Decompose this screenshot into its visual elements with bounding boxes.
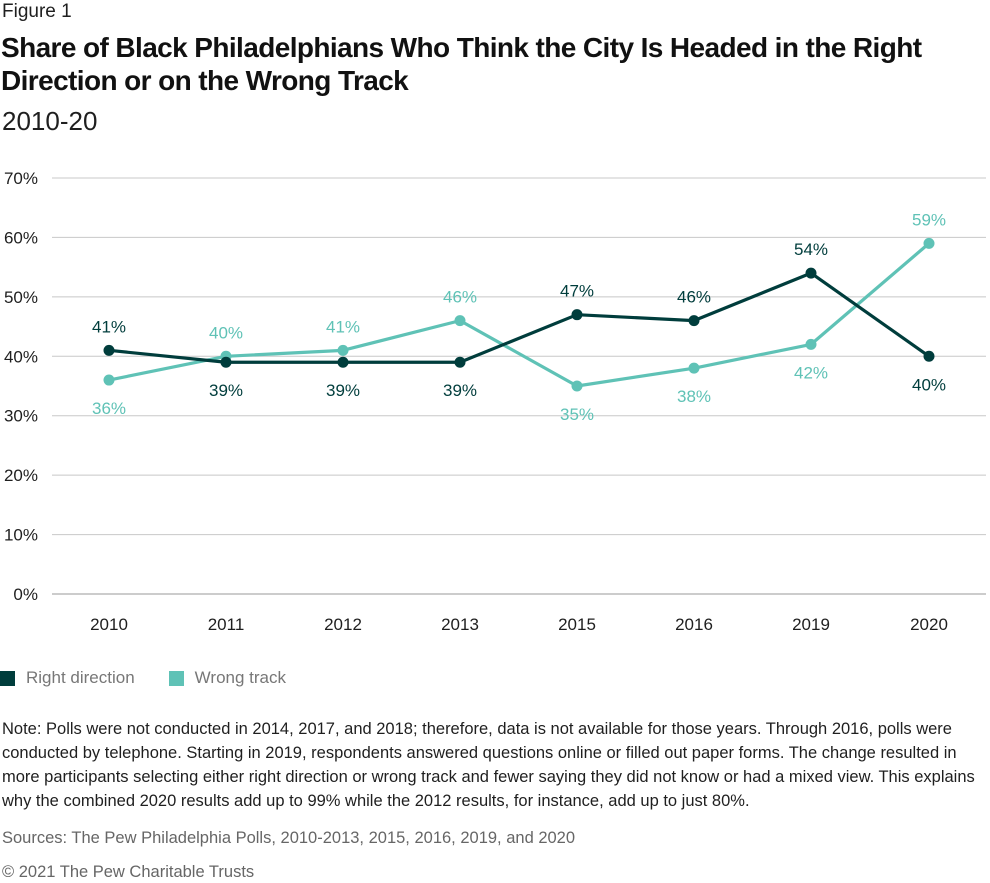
- y-tick-label: 20%: [4, 466, 38, 485]
- data-point-right-direction: [454, 356, 466, 368]
- data-point-right-direction: [220, 356, 232, 368]
- data-label-right-direction: 54%: [794, 240, 828, 259]
- data-point-right-direction: [923, 350, 935, 362]
- chart-note: Note: Polls were not conducted in 2014, …: [2, 720, 975, 810]
- data-point-wrong-track: [454, 315, 466, 327]
- chart-title: Share of Black Philadelphians Who Think …: [1, 32, 922, 96]
- y-tick-label: 60%: [4, 228, 38, 247]
- y-tick-label: 50%: [4, 288, 38, 307]
- x-tick-label: 2015: [558, 615, 596, 634]
- data-label-right-direction: 47%: [560, 282, 594, 301]
- y-tick-label: 10%: [4, 526, 38, 545]
- data-point-right-direction: [805, 267, 817, 279]
- x-tick-label: 2013: [441, 615, 479, 634]
- data-labels: 36% 40% 41% 46% 35% 38% 42% 59% 41% 39% 39% 39% 47% 4…: [92, 210, 946, 424]
- line-chart: 0% 10% 20% 30% 40% 50% 60% 70% 2010 2011 2012 2013…: [4, 169, 986, 634]
- y-tick-label: 0%: [13, 585, 38, 604]
- data-point-wrong-track: [805, 338, 817, 350]
- data-point-right-direction: [571, 309, 583, 321]
- data-label-right-direction: 41%: [92, 317, 126, 336]
- data-label-wrong-track: 46%: [443, 288, 477, 307]
- legend-label-right-direction: Right direction: [26, 668, 135, 687]
- data-label-right-direction: 46%: [677, 288, 711, 307]
- data-point-right-direction: [688, 315, 700, 327]
- y-tick-label: 40%: [4, 347, 38, 366]
- data-point-wrong-track: [571, 380, 583, 392]
- series-line-wrong-track: [108, 242, 931, 388]
- data-label-wrong-track: 35%: [560, 405, 594, 424]
- data-label-right-direction: 39%: [326, 381, 360, 400]
- y-tick-label: 70%: [4, 169, 38, 188]
- data-label-right-direction: 40%: [912, 375, 946, 394]
- data-point-right-direction: [337, 356, 349, 368]
- data-label-wrong-track: 38%: [677, 387, 711, 406]
- data-label-right-direction: 39%: [209, 381, 243, 400]
- copyright: © 2021 The Pew Charitable Trusts: [2, 863, 255, 881]
- chart-subtitle: 2010-20: [2, 106, 98, 136]
- x-tick-label: 2016: [675, 615, 713, 634]
- x-tick-label: 2012: [324, 615, 362, 634]
- data-point-wrong-track: [337, 344, 349, 356]
- data-label-wrong-track: 41%: [326, 317, 360, 336]
- data-point-right-direction: [103, 344, 115, 356]
- data-label-wrong-track: 40%: [209, 323, 243, 342]
- legend-label-wrong-track: Wrong track: [194, 668, 286, 687]
- series-line-right-direction: [108, 271, 930, 364]
- data-point-wrong-track: [688, 362, 700, 374]
- figure-label: Figure 1: [2, 1, 72, 22]
- legend-item-wrong-track: Wrong track: [168, 668, 286, 688]
- chart-sources: Sources: The Pew Philadelphia Polls, 201…: [2, 829, 576, 847]
- data-label-wrong-track: 36%: [92, 399, 126, 418]
- x-tick-label: 2011: [208, 615, 245, 634]
- series-points: [103, 237, 935, 392]
- x-tick-label: 2020: [910, 615, 948, 634]
- x-tick-label: 2010: [90, 615, 128, 634]
- data-point-wrong-track: [103, 374, 115, 386]
- y-tick-label: 30%: [4, 407, 38, 426]
- x-axis-ticks: 2010 2011 2012 2013 2015 2016 2019 2020: [90, 615, 948, 634]
- data-label-wrong-track: 42%: [794, 363, 828, 382]
- gridlines: [52, 177, 986, 595]
- data-label-right-direction: 39%: [443, 381, 477, 400]
- series-lines: [108, 242, 931, 388]
- legend-swatch-wrong-track: [168, 670, 184, 686]
- x-tick-label: 2019: [792, 615, 830, 634]
- legend: Right direction Wrong track: [0, 668, 320, 688]
- data-label-wrong-track: 59%: [912, 210, 946, 229]
- legend-swatch-right-direction: [0, 670, 15, 686]
- legend-item-right-direction: Right direction: [0, 668, 135, 688]
- data-point-wrong-track: [923, 237, 935, 249]
- y-axis-ticks: 0% 10% 20% 30% 40% 50% 60% 70%: [4, 169, 38, 604]
